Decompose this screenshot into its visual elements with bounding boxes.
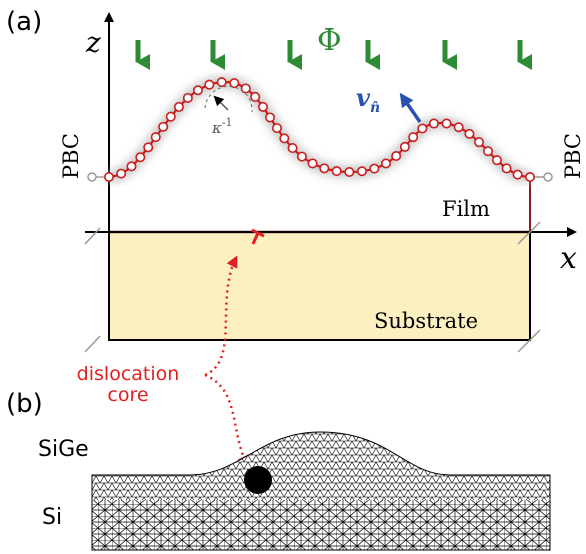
surface-node: [167, 112, 175, 120]
surface-node: [194, 86, 202, 94]
surface-node: [401, 143, 409, 151]
panel-label: (a): [6, 7, 42, 37]
surface-node: [266, 113, 274, 121]
surface-node: [409, 133, 417, 141]
surface-node: [382, 159, 390, 167]
surface-node: [526, 173, 534, 181]
surface-node: [484, 147, 492, 155]
pbc-label: PBC: [561, 133, 585, 179]
surface-node: [280, 134, 288, 142]
surface-node: [370, 164, 378, 172]
core-label: dislocation: [77, 363, 180, 385]
surface-node: [136, 153, 144, 161]
surface-node: [127, 162, 135, 170]
surface-node: [105, 173, 113, 181]
velocity-subscript: n̂: [370, 100, 380, 116]
z-axis-label: z: [85, 26, 101, 59]
surface-node: [442, 119, 450, 127]
core-label: core: [107, 384, 148, 406]
surface-node: [418, 124, 426, 132]
surface-node: [205, 80, 213, 88]
surface-node: [332, 167, 340, 175]
surface-node: [144, 143, 152, 151]
panel-label: (b): [6, 389, 43, 419]
curvature-symbol: κ: [211, 119, 222, 137]
pbc-label: PBC: [59, 133, 83, 179]
surface-node: [392, 152, 400, 160]
surface-node: [273, 124, 281, 132]
surface-node: [430, 119, 438, 127]
substrate-label: Substrate: [374, 309, 478, 333]
surface-node: [217, 78, 225, 86]
surface-node: [475, 138, 483, 146]
surface-node: [358, 167, 366, 175]
surface-node: [159, 123, 167, 131]
surface-node: [513, 170, 521, 178]
surface-node: [308, 159, 316, 167]
surface-node: [184, 94, 192, 102]
flux-label: Φ: [317, 23, 342, 58]
curvature-arrow: [215, 97, 228, 110]
velocity-label: vn̂: [356, 83, 380, 116]
surface-node: [117, 169, 125, 177]
velocity-arrow: [402, 96, 420, 122]
surface-node: [259, 103, 267, 111]
surface-node: [454, 123, 462, 131]
velocity-symbol: v: [356, 83, 371, 112]
si-mesh: [92, 500, 550, 550]
surface-node: [251, 93, 259, 101]
surface-node: [288, 144, 296, 152]
curvature-label: κ-1: [211, 116, 233, 137]
x-axis-label: x: [560, 241, 577, 276]
surface-node: [298, 152, 306, 160]
surface-node: [493, 156, 501, 164]
surface-node: [320, 164, 328, 172]
surface-node: [345, 168, 353, 176]
surface-node: [152, 133, 160, 141]
core-pointer: [205, 375, 247, 465]
dislocation-core: [244, 466, 272, 494]
surface-node: [465, 130, 473, 138]
figure: (a) z x Φ κ-1 vn̂ PBC PBC Film Substrate…: [0, 0, 586, 554]
sige-mesh: [92, 432, 550, 500]
surface-node: [230, 79, 238, 87]
film-label: Film: [442, 197, 490, 221]
surface-shadow: [109, 82, 530, 177]
surface-node: [502, 164, 510, 172]
curvature-exponent: -1: [222, 116, 233, 129]
layer-label: Si: [42, 505, 62, 530]
layer-label: SiGe: [38, 437, 89, 462]
surface-node: [175, 103, 183, 111]
